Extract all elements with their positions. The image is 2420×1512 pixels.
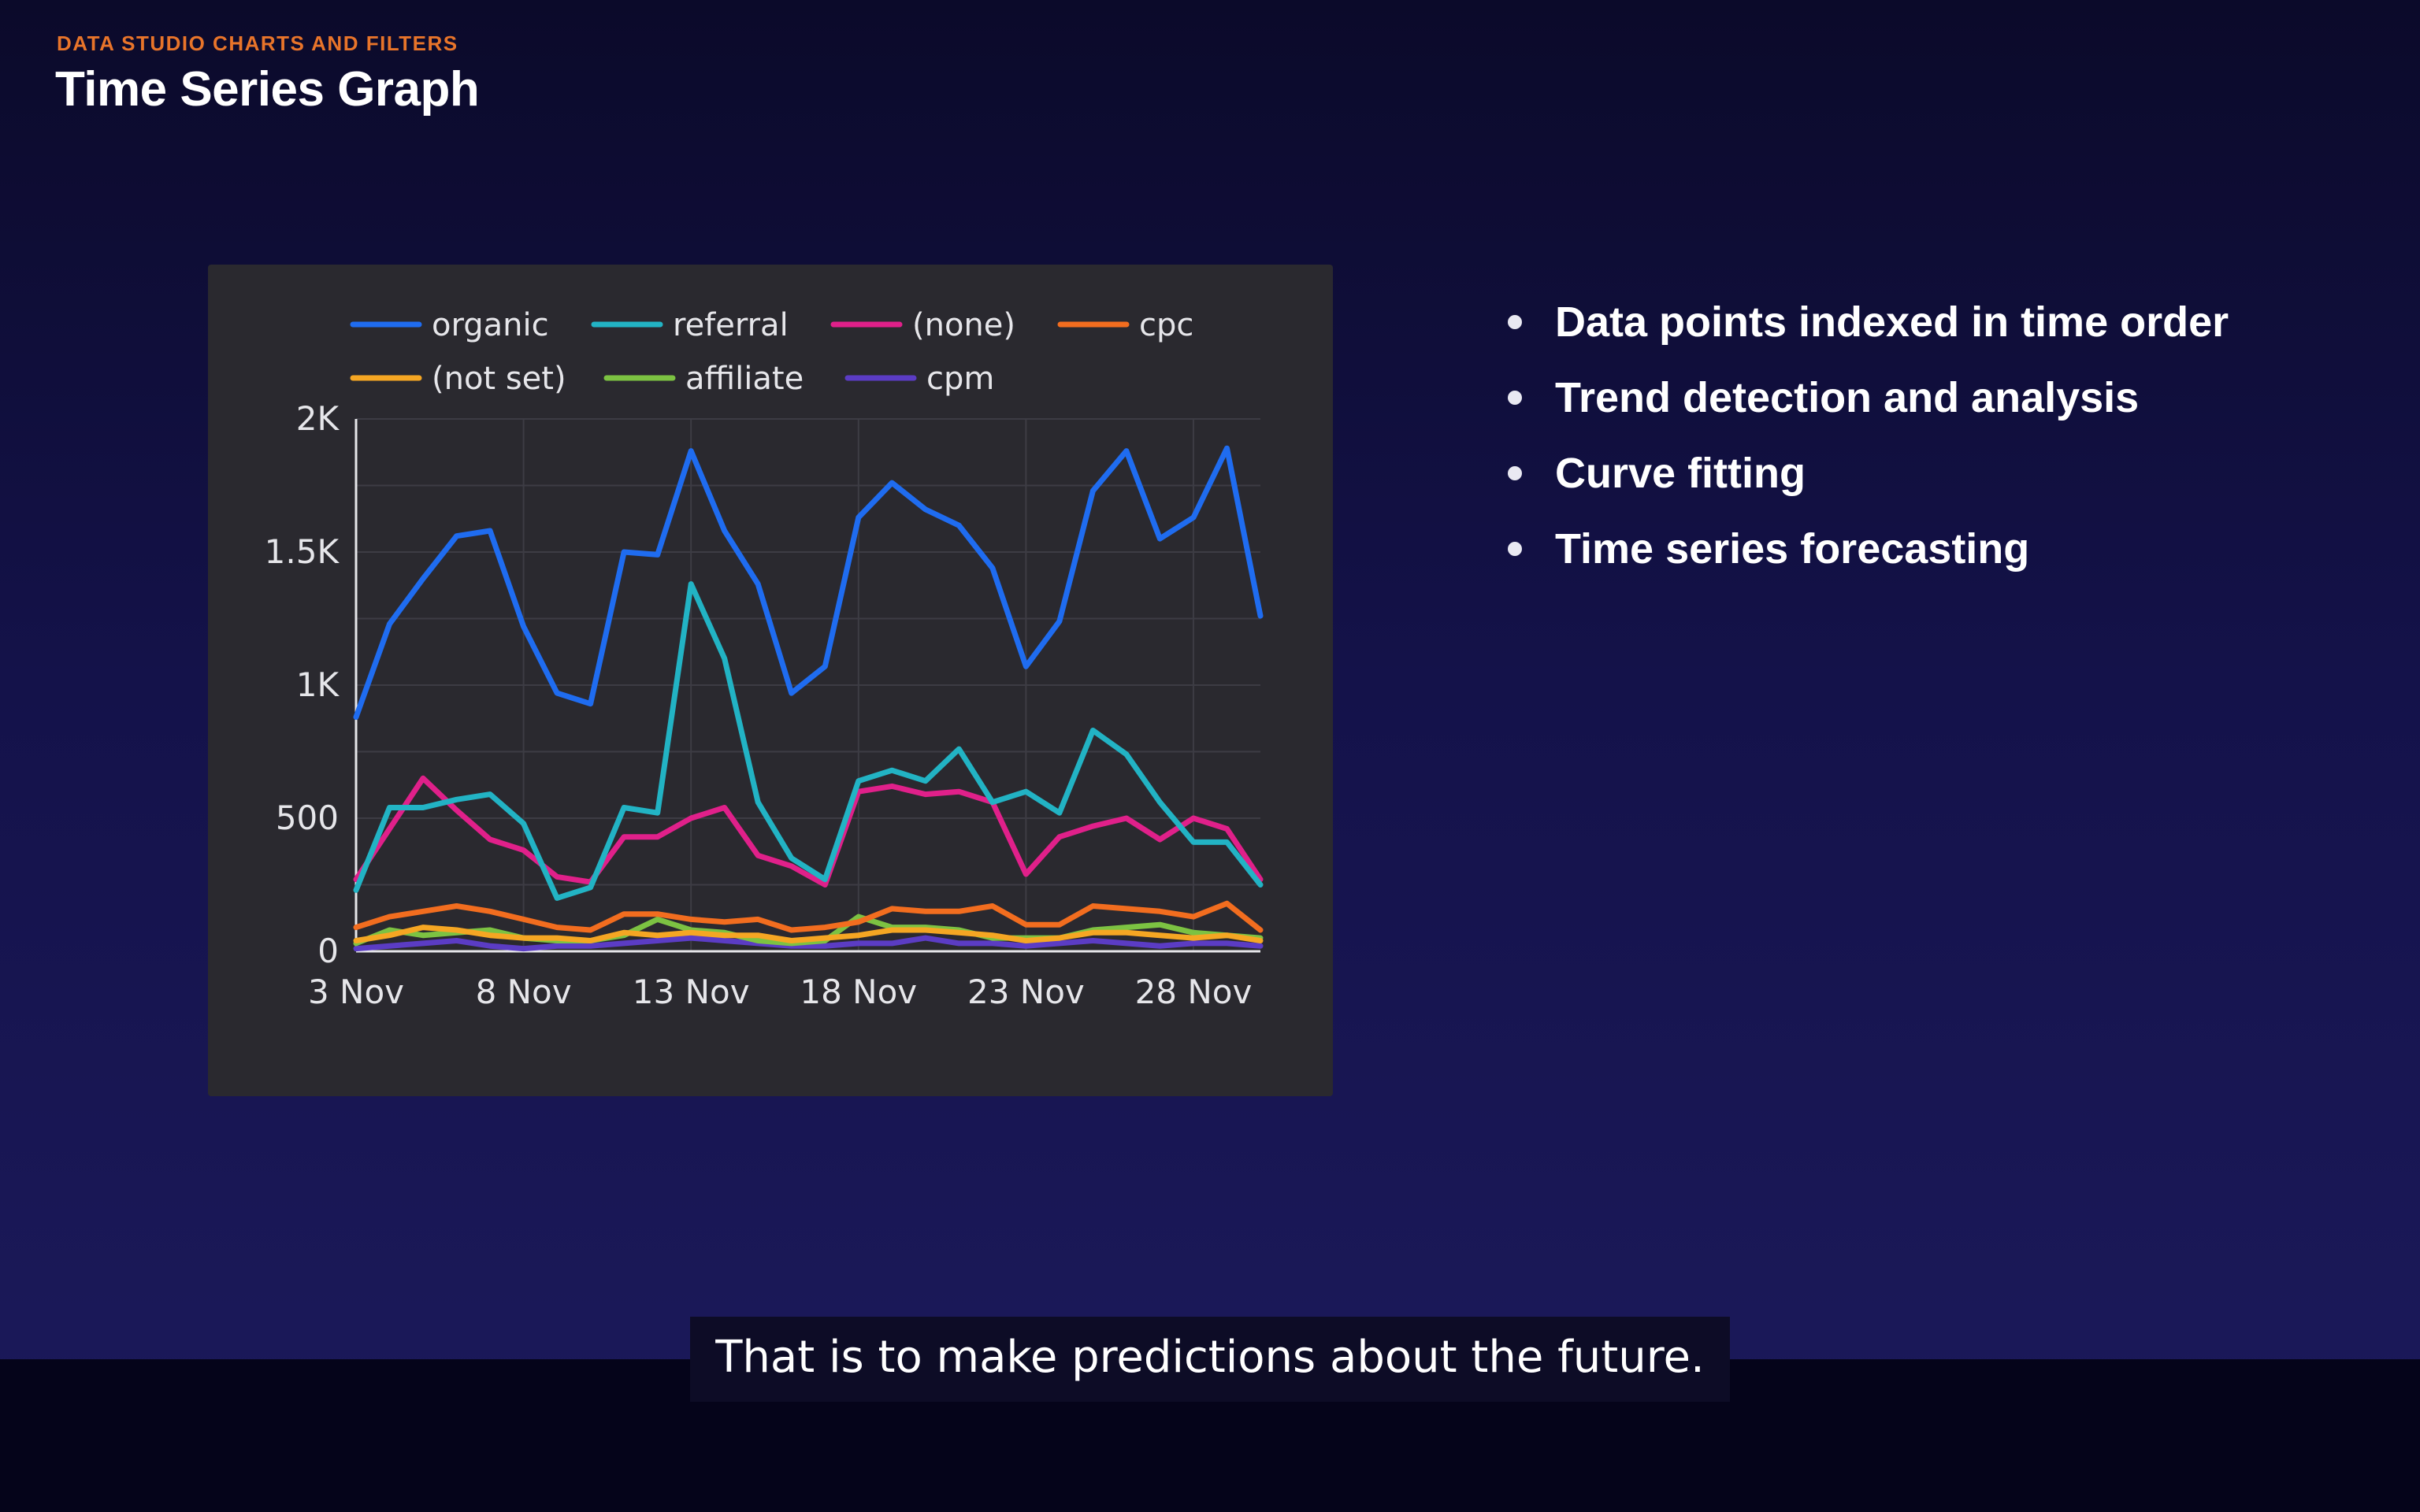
series-line-notset: [353, 925, 1264, 943]
bullet-dot-icon: [1508, 315, 1522, 329]
y-tick-label: 500: [276, 799, 339, 837]
bullet-list: Data points indexed in time order Trend …: [1500, 288, 2229, 591]
x-tick-label: 28 Nov: [1135, 973, 1253, 1011]
kicker: DATA STUDIO CHARTS AND FILTERS: [57, 32, 458, 55]
x-tick-label: 13 Nov: [633, 973, 750, 1011]
bullet-item: Curve fitting: [1500, 439, 2229, 515]
bullet-item: Time series forecasting: [1500, 515, 2229, 591]
page-title: Time Series Graph: [55, 62, 480, 117]
bullet-item: Data points indexed in time order: [1500, 288, 2229, 364]
series-line-referral: [353, 581, 1264, 901]
legend-label-organic: organic: [432, 307, 549, 343]
legend-label-affiliate: affiliate: [685, 361, 804, 397]
series-line-cpm: [353, 935, 1264, 952]
legend-label-none: (none): [912, 307, 1015, 343]
series-line-cpc: [353, 900, 1264, 933]
x-tick-label: 8 Nov: [476, 973, 572, 1011]
x-tick-label: 18 Nov: [800, 973, 917, 1011]
bullet-dot-icon: [1508, 466, 1522, 480]
legend-label-cpm: cpm: [926, 361, 994, 397]
legend-label-cpc: cpc: [1139, 307, 1193, 343]
y-tick-label: 1.5K: [265, 532, 340, 571]
legend-label-notset: (not set): [432, 361, 566, 397]
subtitle-caption: That is to make predictions about the fu…: [690, 1317, 1730, 1402]
time-series-chart: 0 500 1K 1.5K 2K 3 Nov 8 Nov 13 Nov 18 Nov 23 Nov…: [208, 265, 1333, 1096]
bullet-dot-icon: [1508, 391, 1522, 405]
y-tick-label: 0: [317, 932, 339, 970]
y-tick-label: 2K: [296, 399, 340, 438]
bullet-item: Trend detection and analysis: [1500, 364, 2229, 439]
x-tick-label: 23 Nov: [967, 973, 1085, 1011]
legend-label-referral: referral: [673, 307, 789, 343]
x-tick-label: 3 Nov: [308, 973, 404, 1011]
chart-svg: 0 500 1K 1.5K 2K 3 Nov 8 Nov 13 Nov 18 Nov 23 Nov…: [265, 307, 1264, 1011]
series-line-none: [353, 775, 1264, 888]
y-tick-label: 1K: [296, 665, 340, 704]
bullet-dot-icon: [1508, 542, 1522, 556]
series-line-organic: [353, 445, 1264, 721]
